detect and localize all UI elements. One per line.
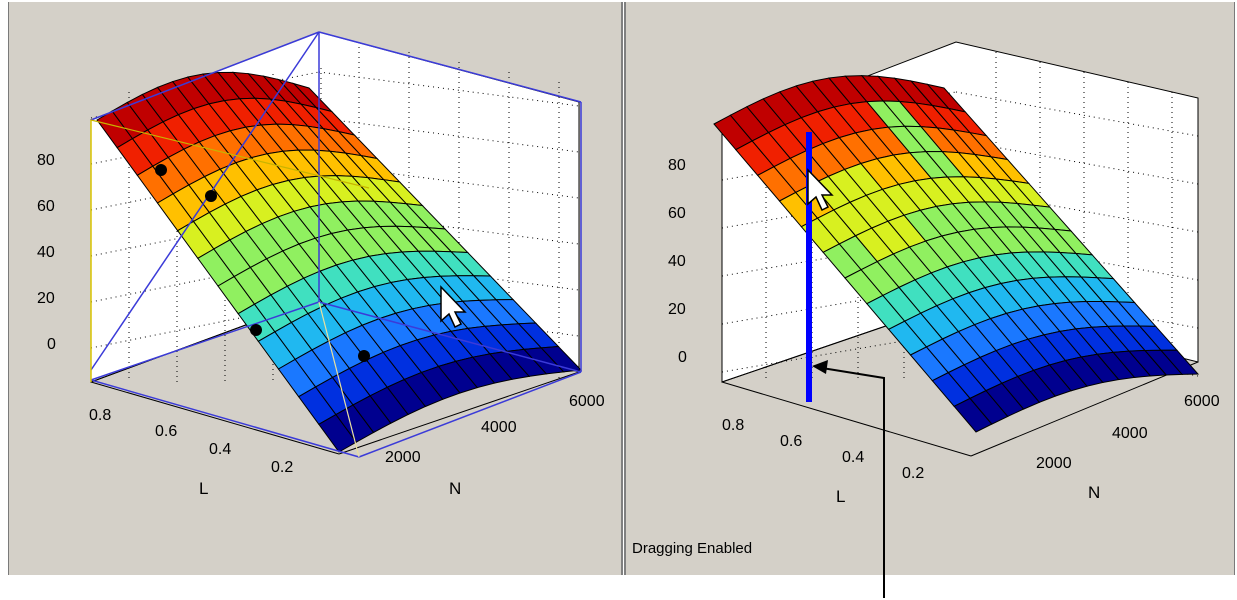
l-tick: 0.2	[271, 459, 293, 476]
z-tick: 60	[668, 205, 686, 222]
grid-line	[955, 91, 1199, 137]
left-surface-plot[interactable]: 80 60 40 20 0 0.8 0.6 0.4 0.2 2000 4000 …	[9, 2, 621, 575]
n-tick: 4000	[1112, 425, 1148, 442]
l-tick: 0.4	[842, 449, 864, 466]
selection-box-edge	[90, 31, 320, 371]
left-figure-panel[interactable]: 80 60 40 20 0 0.8 0.6 0.4 0.2 2000 4000 …	[8, 2, 623, 575]
selection-box-edge	[90, 31, 320, 121]
z-tick: 40	[668, 253, 686, 270]
brushed-point-marker	[205, 190, 217, 202]
z-tick: 0	[678, 349, 687, 366]
axis-edge	[90, 381, 340, 455]
n-tick: 2000	[1036, 455, 1072, 472]
brushed-point-marker	[155, 164, 167, 176]
arrow-cursor-icon	[807, 168, 834, 212]
z-tick: 20	[37, 290, 55, 307]
status-text: Dragging Enabled	[632, 540, 753, 557]
l-tick: 0.4	[209, 441, 231, 458]
l-axis-label: L	[836, 487, 845, 506]
selection-box-edge	[318, 301, 582, 373]
axis-edge	[338, 371, 580, 455]
surface-patch	[1159, 349, 1200, 375]
right-surface-mesh[interactable]	[713, 75, 1200, 433]
l-tick: 0.8	[722, 417, 744, 434]
l-tick: 0.6	[155, 423, 177, 440]
n-axis-label: N	[1088, 483, 1100, 502]
z-tick: 80	[668, 157, 686, 174]
l-tick: 0.6	[780, 433, 802, 450]
brushed-point-marker	[358, 350, 370, 362]
l-axis-label: L	[199, 479, 208, 498]
n-tick: 2000	[385, 449, 421, 466]
selection-box-edge	[358, 371, 582, 458]
n-tick: 6000	[569, 393, 605, 410]
brushed-point-marker	[250, 324, 262, 336]
axis-edge	[721, 381, 972, 457]
l-tick: 0.2	[902, 465, 924, 482]
left-brushed-points	[155, 164, 370, 362]
left-selection-box	[90, 31, 582, 458]
right-figure-panel[interactable]: 80 60 40 20 0 0.8 0.6 0.4 0.2 2000 4000 …	[624, 2, 1235, 575]
arrow-cursor-icon	[440, 285, 467, 329]
selection-box-edge	[318, 301, 360, 458]
selection-box-edge	[90, 119, 370, 189]
z-tick: 80	[37, 152, 55, 169]
n-tick: 4000	[481, 419, 517, 436]
z-tick: 60	[37, 198, 55, 215]
axis-edge	[970, 361, 1199, 457]
z-tick: 20	[668, 301, 686, 318]
z-tick: 40	[37, 244, 55, 261]
selection-box-edge	[90, 301, 320, 381]
n-tick: 6000	[1184, 393, 1220, 410]
selection-box-edge	[90, 379, 360, 458]
n-axis-label: N	[449, 479, 461, 498]
right-surface-plot[interactable]: 80 60 40 20 0 0.8 0.6 0.4 0.2 2000 4000 …	[626, 2, 1234, 575]
selection-box-edge	[318, 31, 582, 103]
l-tick: 0.8	[89, 407, 111, 424]
z-tick: 0	[47, 336, 56, 353]
drag-line[interactable]	[806, 132, 812, 402]
